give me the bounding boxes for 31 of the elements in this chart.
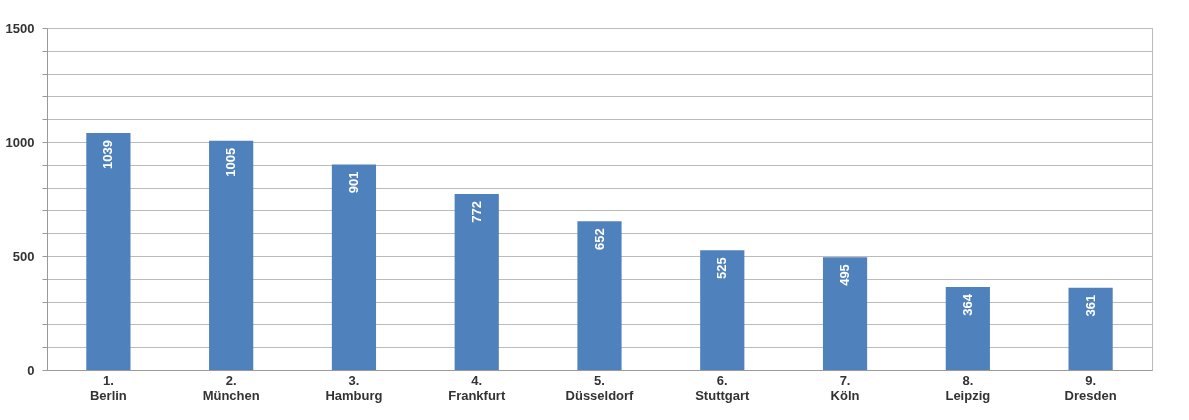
data-label: 364 — [959, 293, 975, 316]
x-tick-label: 6. Stuttgart — [695, 372, 751, 403]
y-tick-label: 500 — [12, 248, 35, 264]
x-tick-label: 2. München — [202, 372, 260, 403]
x-tick-label: 3. Hamburg — [325, 372, 383, 403]
bar — [454, 193, 499, 370]
x-tick-label: 8. Leipzig — [945, 372, 991, 403]
bar — [945, 287, 990, 370]
x-tick-label: 4. Frankfurt — [448, 372, 506, 403]
data-label: 525 — [714, 257, 730, 279]
data-label: 772 — [468, 200, 484, 223]
x-tick-label: 5. Düsseldorf — [565, 372, 635, 403]
data-label: 652 — [591, 228, 607, 251]
data-label: 495 — [837, 264, 853, 286]
y-tick-label: 0 — [27, 362, 35, 378]
data-label: 901 — [345, 171, 361, 194]
data-label: 1005 — [223, 147, 239, 177]
bar — [1068, 287, 1113, 370]
data-label: 1039 — [100, 140, 116, 170]
y-tick-label: 1000 — [5, 134, 35, 150]
bar — [209, 140, 254, 370]
x-tick-label: 7. Köln — [830, 372, 860, 403]
bar — [700, 250, 745, 370]
bar — [577, 221, 622, 370]
y-tick-label: 1500 — [5, 20, 35, 36]
bar — [822, 257, 868, 370]
bar — [86, 133, 131, 370]
data-label: 361 — [1082, 294, 1098, 317]
x-tick-label: 1. Berlin — [89, 372, 127, 403]
bar — [331, 164, 377, 370]
x-tick-label: 9. Dresden — [1064, 372, 1117, 403]
